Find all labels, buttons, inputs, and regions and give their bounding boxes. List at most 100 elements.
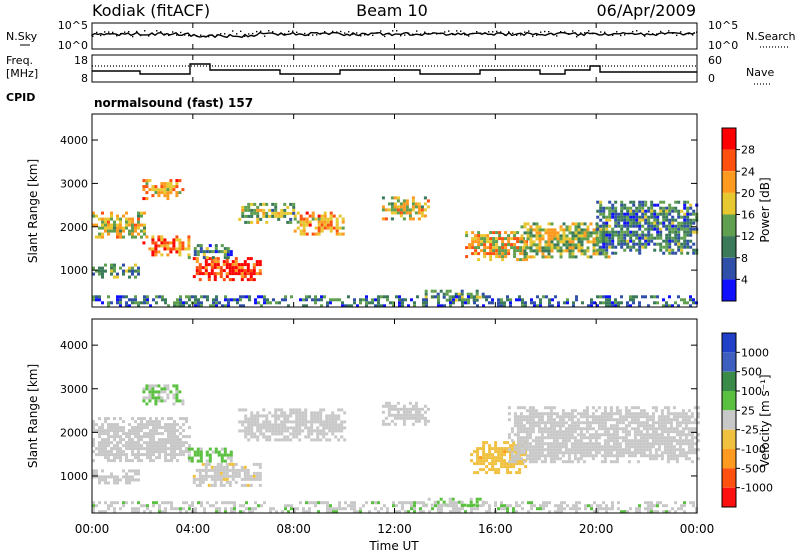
range-gate-cell — [574, 234, 578, 238]
range-gate-cell — [110, 217, 113, 221]
range-gate-cell — [641, 295, 644, 299]
range-gate-cell — [632, 212, 636, 216]
range-gate-cell — [497, 453, 501, 457]
range-gate-cell — [612, 418, 616, 422]
range-gate-cell — [227, 501, 230, 505]
range-gate-cell — [565, 249, 569, 253]
range-gate-cell — [506, 441, 510, 445]
range-gate-cell — [654, 427, 658, 431]
range-gate-cell — [143, 295, 146, 299]
range-gate-cell — [107, 441, 110, 445]
range-gate-cell — [439, 289, 443, 293]
range-gate-cell — [611, 206, 615, 210]
range-gate-cell — [570, 415, 574, 419]
noise-search-dot — [352, 33, 354, 35]
range-gate-cell — [341, 217, 345, 221]
range-gate-cell — [160, 191, 164, 195]
range-gate-cell — [295, 411, 299, 415]
range-gate-cell — [455, 510, 458, 514]
range-gate-cell — [498, 246, 502, 250]
range-gate-cell — [341, 226, 345, 230]
range-gate-cell — [410, 507, 413, 511]
range-gate-cell — [516, 406, 520, 410]
range-gate-cell — [567, 430, 571, 434]
range-gate-cell — [620, 301, 623, 305]
range-gate-cell — [675, 433, 679, 437]
range-gate-cell — [666, 421, 670, 425]
range-gate-cell — [674, 227, 678, 231]
range-gate-cell — [522, 237, 526, 241]
range-gate-cell — [207, 474, 211, 478]
range-gate-cell — [600, 412, 604, 416]
range-gate-cell — [249, 272, 253, 276]
range-gate-cell — [597, 433, 601, 437]
range-gate-cell — [554, 504, 557, 508]
range-gate-cell — [671, 239, 675, 243]
range-gate-cell — [166, 194, 170, 198]
range-gate-cell — [320, 295, 323, 299]
range-gate-cell — [503, 462, 507, 466]
range-gate-cell — [627, 424, 631, 428]
range-gate-cell — [597, 445, 601, 449]
range-gate-cell — [683, 218, 687, 222]
range-gate-cell — [226, 256, 230, 260]
range-gate-cell — [164, 501, 167, 505]
range-gate-cell — [262, 408, 266, 412]
range-gate-cell — [595, 231, 599, 235]
range-gate-cell — [417, 416, 421, 420]
range-gate-cell — [237, 263, 241, 267]
colorbar-tick-label: -25 — [741, 424, 759, 437]
nave-tick-top: 60 — [708, 54, 722, 67]
range-gate-cell — [302, 510, 305, 514]
range-gate-cell — [380, 295, 383, 299]
range-gate-cell — [571, 231, 575, 235]
range-gate-cell — [561, 418, 565, 422]
range-gate-cell — [338, 298, 341, 302]
range-gate-cell — [654, 451, 658, 455]
range-gate-cell — [247, 205, 251, 209]
range-gate-cell — [286, 220, 290, 224]
range-gate-cell — [149, 444, 152, 448]
range-gate-cell — [684, 415, 688, 419]
range-gate-cell — [92, 420, 95, 424]
range-gate-cell — [172, 238, 176, 242]
range-gate-cell — [104, 456, 107, 460]
range-gate-cell — [329, 504, 332, 508]
range-gate-cell — [145, 396, 149, 400]
noise-search-dot — [480, 32, 482, 34]
range-gate-cell — [274, 208, 278, 212]
range-gate-cell — [563, 501, 566, 505]
range-gate-cell — [176, 304, 179, 308]
range-gate-cell — [323, 226, 327, 230]
range-gate-cell — [696, 433, 700, 437]
range-gate-cell — [222, 474, 226, 478]
range-gate-cell — [95, 453, 98, 457]
colorbar-tick-label: 500 — [741, 366, 762, 379]
range-gate-cell — [666, 418, 670, 422]
range-gate-cell — [250, 220, 254, 224]
range-gate-cell — [693, 442, 697, 446]
noise-search-dot — [260, 30, 262, 32]
range-gate-cell — [292, 432, 296, 436]
range-gate-cell — [265, 438, 269, 442]
range-gate-cell — [119, 453, 122, 457]
range-gate-cell — [175, 393, 179, 397]
range-gate-cell — [672, 445, 676, 449]
range-gate-cell — [172, 185, 176, 189]
range-gate-cell — [651, 412, 655, 416]
range-gate-cell — [636, 451, 640, 455]
range-gate-cell — [605, 242, 609, 246]
range-gate-cell — [314, 301, 317, 305]
nave-label: Nave — [746, 66, 774, 79]
range-gate-cell — [550, 255, 554, 259]
range-gate-cell — [113, 459, 116, 463]
noise-search-dot — [676, 34, 678, 36]
range-gate-cell — [401, 301, 404, 305]
range-gate-cell — [152, 438, 155, 442]
range-gate-cell — [561, 421, 565, 425]
range-gate-cell — [205, 247, 209, 251]
range-gate-cell — [396, 416, 400, 420]
range-gate-cell — [227, 304, 230, 308]
range-gate-cell — [476, 456, 480, 460]
range-gate-cell — [241, 423, 245, 427]
